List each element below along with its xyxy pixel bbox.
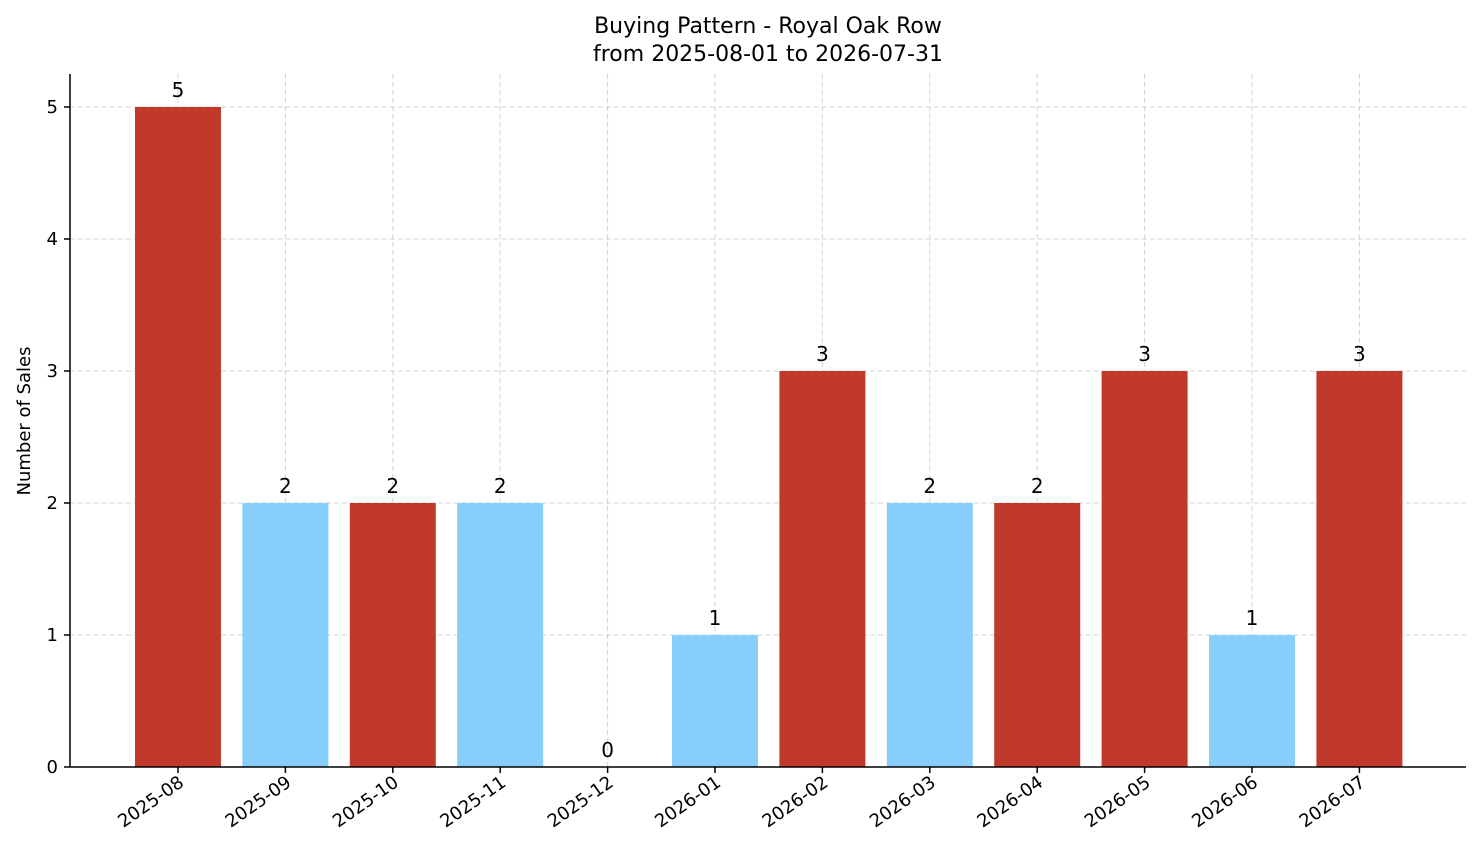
- bar-value-label: 1: [1246, 606, 1259, 630]
- bar: [1209, 635, 1295, 767]
- x-tick-label: 2026-07: [1296, 772, 1370, 832]
- bar: [886, 503, 973, 767]
- y-tick-label: 2: [47, 493, 58, 514]
- bar-value-label: 2: [494, 474, 507, 498]
- bar: [457, 503, 544, 767]
- bar-value-label: 3: [816, 342, 829, 366]
- chart-subtitle: from 2025-08-01 to 2026-07-31: [593, 42, 943, 67]
- bars: [135, 107, 1403, 767]
- x-tick-label: 2026-03: [866, 772, 940, 832]
- bar-value-label: 1: [709, 606, 722, 630]
- y-tick-label: 4: [47, 229, 58, 250]
- y-tick-label: 5: [47, 97, 58, 118]
- bar: [242, 503, 329, 767]
- x-tick-label: 2026-06: [1188, 772, 1262, 832]
- y-axis-label: Number of Sales: [14, 346, 35, 495]
- bar-value-label: 2: [279, 474, 292, 498]
- bar: [994, 503, 1081, 767]
- x-tick-label: 2025-08: [114, 772, 188, 832]
- x-tick-label: 2026-01: [651, 772, 725, 832]
- bar-value-label: 5: [172, 78, 185, 102]
- chart-title: Buying Pattern - Royal Oak Row: [594, 14, 942, 39]
- x-tick-label: 2025-11: [436, 772, 510, 832]
- bar-value-label: 3: [1353, 342, 1366, 366]
- bar-value-label: 2: [1031, 474, 1044, 498]
- bar-value-label: 2: [386, 474, 399, 498]
- bar: [1316, 371, 1403, 767]
- x-tick-label: 2025-12: [544, 772, 618, 832]
- x-tick-label: 2026-04: [973, 772, 1047, 832]
- bar-value-label: 2: [923, 474, 936, 498]
- x-tick-label: 2025-09: [222, 772, 296, 832]
- bar: [779, 371, 866, 767]
- y-tick-label: 1: [47, 625, 58, 646]
- bar-value-label: 3: [1138, 342, 1151, 366]
- bar-value-label: 0: [601, 738, 614, 762]
- axes: [64, 74, 1466, 773]
- y-tick-label: 3: [47, 361, 58, 382]
- bar: [1101, 371, 1188, 767]
- bar: [135, 107, 221, 767]
- bar: [672, 635, 758, 767]
- x-tick-label: 2025-10: [329, 772, 403, 832]
- bar: [349, 503, 436, 767]
- x-tick-label: 2026-05: [1081, 772, 1155, 832]
- x-tick-label: 2026-02: [759, 772, 833, 832]
- y-tick-label: 0: [47, 757, 58, 778]
